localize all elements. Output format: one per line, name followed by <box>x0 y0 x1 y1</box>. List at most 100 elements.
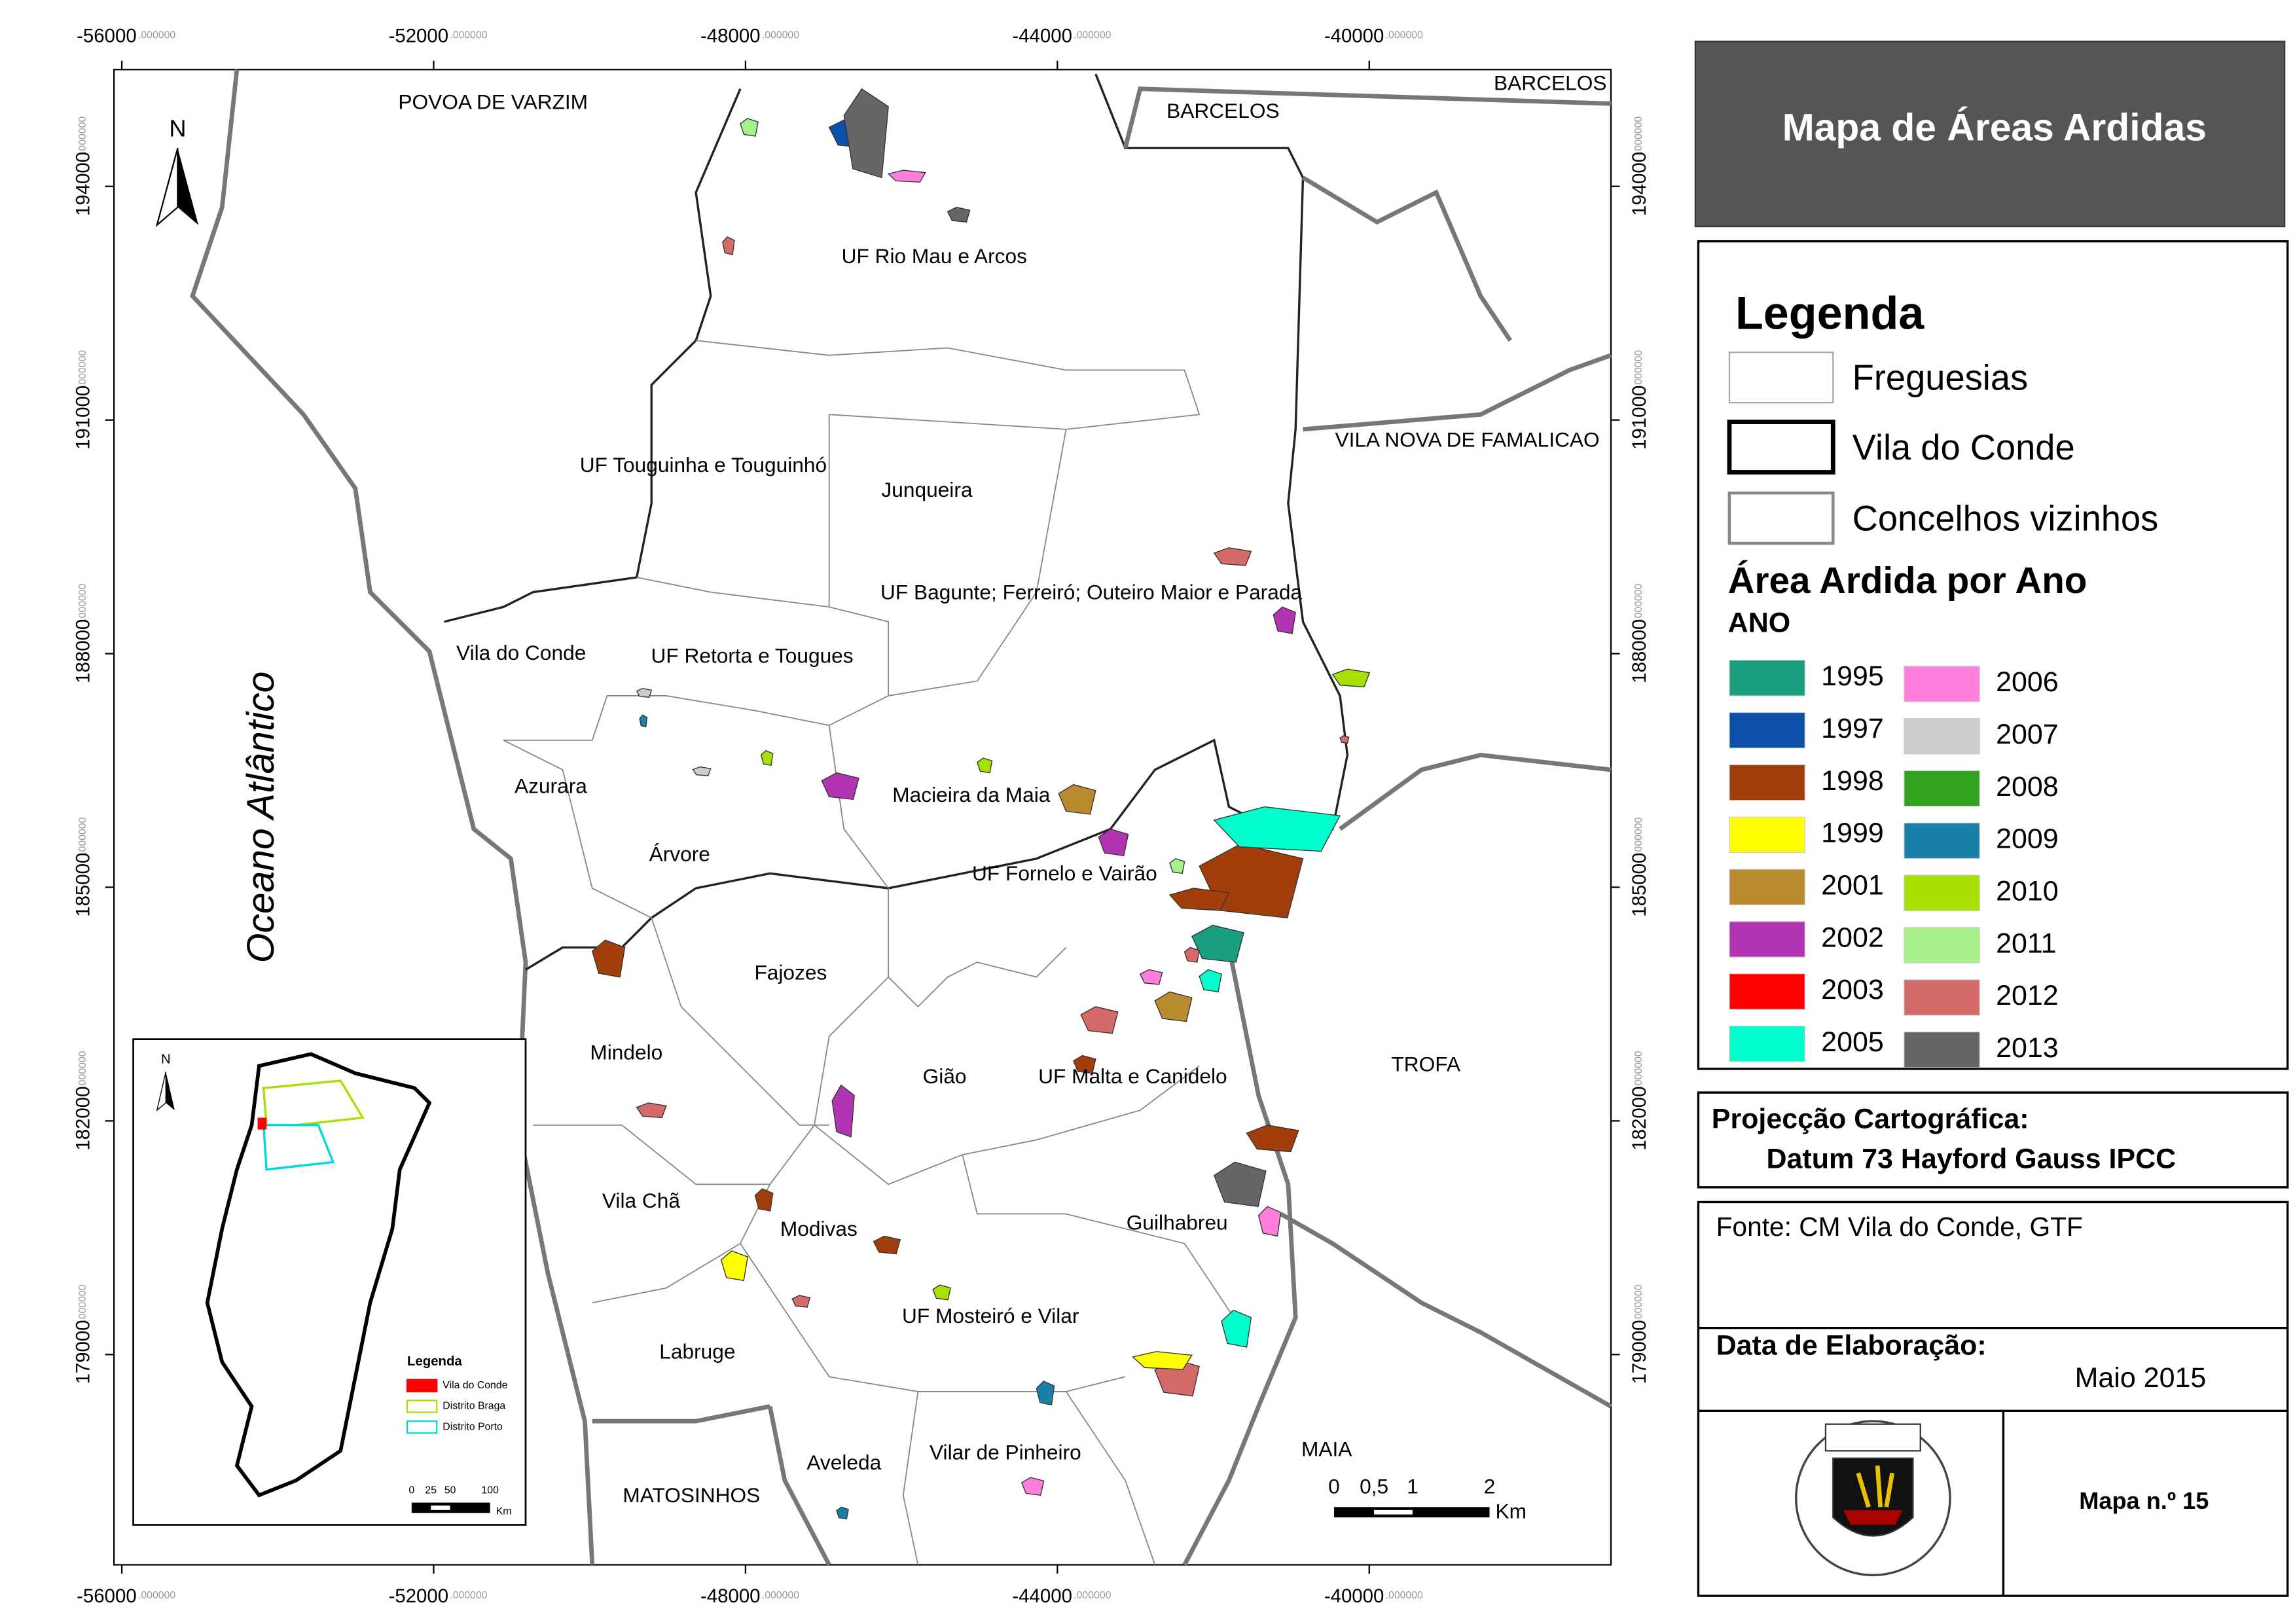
year-swatch <box>1904 1032 1980 1068</box>
neighbour-boundary <box>592 86 1612 1566</box>
x-tick-label: -40000 <box>1324 25 1384 46</box>
parish-label: Vilar de Pinheiro <box>930 1440 1081 1464</box>
burnt-area <box>720 1250 749 1282</box>
inset-vila-do-conde <box>257 1117 267 1130</box>
inset-scale-bar <box>431 1506 450 1510</box>
year-label: 2002 <box>1821 922 1884 953</box>
parish-label: Azurara <box>515 774 587 798</box>
tick-suffix: .000000 <box>138 29 175 41</box>
tick-suffix: .000000 <box>1633 1051 1644 1088</box>
parish-label: UF Touguinha e Touguinhó <box>580 453 827 477</box>
parish-label: UF Bagunte; Ferreiró; Outeiro Maior e Pa… <box>880 580 1302 604</box>
year-label: 2005 <box>1821 1026 1884 1058</box>
burnt-area <box>1058 784 1096 815</box>
y-tick-label: 179000 <box>73 1320 94 1384</box>
parish-label: Junqueira <box>881 478 972 501</box>
scale-bar <box>1374 1509 1413 1515</box>
parish-label: Macieira da Maia <box>892 783 1050 806</box>
legend-subtitle: Área Ardida por Ano <box>1728 560 2087 601</box>
y-tick-label: 194000 <box>73 152 94 216</box>
year-label: 2009 <box>1996 823 2059 855</box>
tick-suffix: .000000 <box>1386 29 1423 41</box>
x-tick-label: -48000 <box>700 1585 761 1607</box>
neighbour-label: POVOA DE VARZIM <box>398 90 588 114</box>
legend-layer: Vila do Conde <box>1852 427 2075 467</box>
inset-legend-swatch <box>406 1420 438 1434</box>
year-label: 2003 <box>1821 974 1884 1005</box>
year-swatch <box>1904 875 1980 911</box>
inset-porto <box>262 1124 335 1171</box>
year-swatch <box>1729 712 1805 749</box>
year-swatch <box>1729 869 1805 905</box>
scale-label: 0,5 <box>1360 1474 1388 1498</box>
date-value: Maio 2015 <box>2075 1362 2207 1394</box>
year-label: 2010 <box>1996 876 2059 907</box>
inset-north-label: N <box>161 1053 171 1067</box>
y-tick-label: 179000 <box>1629 1320 1650 1384</box>
inset-legend-label: Vila do Conde <box>443 1380 507 1391</box>
tick-suffix: .000000 <box>450 1590 487 1601</box>
year-legend: 1995 1997 1998 1999 2001 2002 2003 2005 2006 2007… <box>1729 660 2059 1068</box>
ocean-label: Oceano Atlântico <box>240 672 282 964</box>
inset-scale-label: 50 <box>444 1485 456 1496</box>
year-swatch <box>1904 718 1980 755</box>
year-swatch <box>1904 979 1980 1016</box>
tick-suffix: .000000 <box>138 1590 175 1601</box>
parish-label: Modivas <box>780 1217 858 1240</box>
parish-label: Labruge <box>659 1339 735 1363</box>
x-tick-label: -56000 <box>77 1585 137 1607</box>
tick-suffix: .000000 <box>77 1284 88 1322</box>
y-tick-label: 188000 <box>73 619 94 683</box>
year-label: 1995 <box>1821 660 1884 692</box>
burnt-area <box>1213 806 1341 852</box>
tick-suffix: .000000 <box>1633 817 1644 854</box>
parish-label: UF Malta e Canidelo <box>1038 1064 1227 1088</box>
x-tick-label: -48000 <box>700 25 761 46</box>
burnt-area <box>887 170 926 183</box>
neighbour-label: BARCELOS <box>1166 99 1279 122</box>
emblem-ship <box>1843 1509 1903 1525</box>
parish-label: Vila do Conde <box>456 641 586 664</box>
burnt-area <box>1273 606 1296 634</box>
date-title: Data de Elaboração: <box>1716 1329 1987 1361</box>
burnt-area <box>591 939 626 978</box>
burnt-area <box>873 1235 901 1255</box>
inset-scale-bar <box>411 1502 490 1513</box>
map-title: Mapa de Áreas Ardidas <box>1782 106 2207 149</box>
year-label: 2013 <box>1996 1032 2059 1064</box>
tick-suffix: .000000 <box>1633 350 1644 388</box>
year-swatch <box>1904 822 1980 859</box>
burnt-area <box>1257 1206 1282 1237</box>
tick-suffix: .000000 <box>77 117 88 154</box>
tick-suffix: .000000 <box>762 1590 799 1601</box>
parish-label: Guilhabreu <box>1127 1211 1228 1235</box>
x-tick-label: -44000 <box>1012 1585 1072 1607</box>
year-label: 2007 <box>1996 719 2059 750</box>
year-label: 2012 <box>1996 980 2059 1011</box>
north-label: N <box>169 115 186 142</box>
scale-label: 2 <box>1484 1474 1496 1498</box>
neighbour-label: TROFA <box>1391 1053 1460 1076</box>
burnt-area <box>821 772 859 801</box>
burnt-area <box>1036 1380 1055 1406</box>
tick-suffix: .000000 <box>1633 1284 1644 1322</box>
inset-portugal <box>205 1052 432 1498</box>
year-label: 2001 <box>1821 870 1884 901</box>
parish-label: Mindelo <box>590 1041 662 1064</box>
inset-frame <box>132 1038 527 1526</box>
title-box <box>1694 41 2286 228</box>
tick-suffix: .000000 <box>450 29 487 41</box>
scale-label: 0 <box>1328 1474 1340 1498</box>
inset-legend-label: Distrito Braga <box>443 1401 505 1412</box>
legend-swatch <box>1727 420 1835 475</box>
burnt-area <box>1213 1161 1267 1207</box>
year-label: 2008 <box>1996 771 2059 803</box>
north-arrow <box>177 148 199 225</box>
year-label: 2006 <box>1996 666 2059 698</box>
inset-legend-swatch <box>406 1399 438 1413</box>
projection-box <box>1697 1091 2289 1189</box>
parish-boundary <box>503 340 1244 1565</box>
year-label: 1997 <box>1821 713 1884 744</box>
burnt-area <box>1131 1351 1193 1370</box>
inset-legend-title: Legenda <box>407 1354 462 1369</box>
